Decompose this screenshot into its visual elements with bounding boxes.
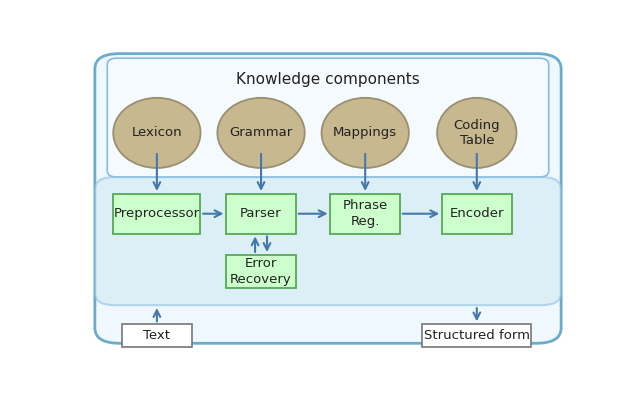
Ellipse shape [321, 98, 409, 168]
FancyBboxPatch shape [113, 194, 200, 234]
Text: Grammar: Grammar [229, 126, 292, 139]
Text: Text: Text [143, 329, 170, 342]
FancyBboxPatch shape [227, 255, 296, 288]
FancyBboxPatch shape [108, 58, 548, 177]
Text: Lexicon: Lexicon [132, 126, 182, 139]
Ellipse shape [113, 98, 200, 168]
FancyBboxPatch shape [95, 53, 561, 343]
Ellipse shape [437, 98, 516, 168]
Text: Parser: Parser [240, 207, 282, 220]
Text: Preprocessor: Preprocessor [114, 207, 200, 220]
Text: Phrase
Reg.: Phrase Reg. [342, 199, 388, 228]
Text: Structured form: Structured form [424, 329, 530, 342]
Text: Knowledge components: Knowledge components [236, 72, 420, 87]
FancyBboxPatch shape [122, 324, 191, 347]
Text: Encoder: Encoder [449, 207, 504, 220]
FancyBboxPatch shape [227, 194, 296, 234]
FancyBboxPatch shape [330, 194, 400, 234]
FancyBboxPatch shape [442, 194, 511, 234]
Text: Mappings: Mappings [333, 126, 397, 139]
Ellipse shape [218, 98, 305, 168]
FancyBboxPatch shape [422, 324, 531, 347]
FancyBboxPatch shape [95, 177, 561, 305]
Text: Error
Recovery: Error Recovery [230, 257, 292, 286]
Text: Coding
Table: Coding Table [454, 119, 500, 147]
